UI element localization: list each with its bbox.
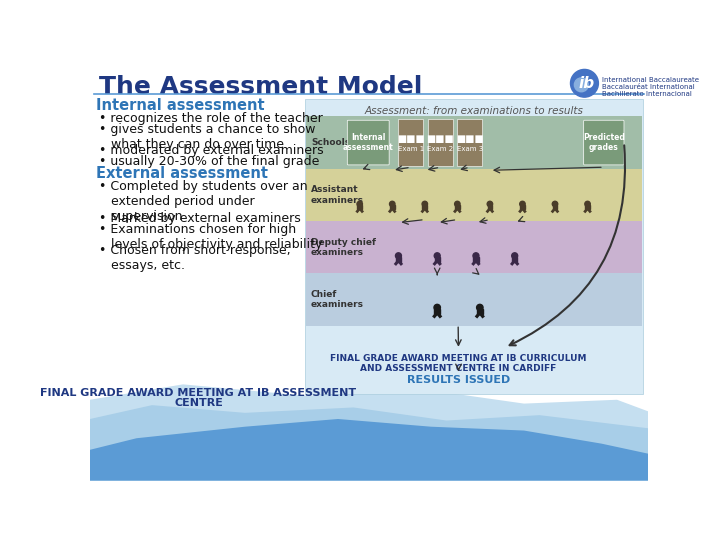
Circle shape	[585, 201, 590, 207]
Circle shape	[434, 305, 441, 310]
Circle shape	[422, 201, 428, 207]
Text: Internal assessment: Internal assessment	[96, 98, 265, 113]
Text: ib: ib	[579, 76, 595, 91]
Bar	[487, 205, 492, 210]
Bar	[435, 257, 440, 261]
Circle shape	[512, 253, 518, 259]
Text: External assessment: External assessment	[96, 166, 268, 181]
Bar	[512, 257, 517, 261]
FancyBboxPatch shape	[584, 120, 624, 165]
Circle shape	[357, 201, 362, 207]
Bar	[306, 168, 642, 221]
Text: • Chosen from short response,
   essays, etc.: • Chosen from short response, essays, et…	[99, 244, 291, 272]
Bar	[428, 119, 453, 166]
Text: Chief
examiners: Chief examiners	[311, 290, 364, 309]
Bar	[455, 205, 460, 210]
Circle shape	[552, 201, 558, 207]
Bar	[477, 309, 482, 314]
Text: • moderated by external examiners: • moderated by external examiners	[99, 144, 324, 157]
Polygon shape	[90, 384, 648, 481]
Text: Assessment: from examinations to results: Assessment: from examinations to results	[364, 106, 583, 116]
Text: Internal
assessment: Internal assessment	[343, 133, 394, 152]
Text: Deputy chief
examiners: Deputy chief examiners	[311, 238, 376, 257]
Bar	[305, 99, 642, 394]
Bar	[398, 119, 423, 166]
Circle shape	[473, 253, 479, 259]
Text: Predicted
grades: Predicted grades	[583, 133, 625, 152]
Polygon shape	[90, 419, 648, 481]
Bar	[306, 221, 642, 273]
Text: Exam 3: Exam 3	[456, 146, 483, 152]
Text: ■■■: ■■■	[397, 134, 425, 145]
Text: Exam 1: Exam 1	[397, 146, 424, 152]
Text: The Assessment Model: The Assessment Model	[99, 75, 423, 99]
Bar	[457, 119, 482, 166]
Bar	[357, 205, 362, 210]
Text: ■■■: ■■■	[456, 134, 484, 145]
Circle shape	[575, 78, 588, 92]
Bar	[306, 117, 642, 168]
Text: Schools: Schools	[311, 138, 350, 147]
Circle shape	[395, 253, 402, 259]
Text: ■■■: ■■■	[426, 134, 454, 145]
Bar	[306, 273, 642, 326]
Bar	[585, 205, 590, 210]
Circle shape	[520, 201, 525, 207]
Bar	[396, 257, 401, 261]
Bar	[423, 205, 427, 210]
Bar	[390, 205, 395, 210]
Text: RESULTS ISSUED: RESULTS ISSUED	[407, 375, 510, 385]
Text: • recognizes the role of the teacher: • recognizes the role of the teacher	[99, 112, 323, 125]
Text: Exam 2: Exam 2	[427, 146, 454, 152]
Text: International Baccalaureate
Baccalauréat International
Bachillerato Internaciona: International Baccalaureate Baccalauréat…	[601, 77, 698, 97]
Circle shape	[454, 201, 460, 207]
Text: CENTRE: CENTRE	[174, 398, 223, 408]
Text: Assistant
examiners: Assistant examiners	[311, 185, 364, 205]
Text: • usually 20-30% of the final grade: • usually 20-30% of the final grade	[99, 155, 320, 168]
FancyBboxPatch shape	[347, 120, 389, 165]
Circle shape	[477, 305, 483, 310]
Circle shape	[487, 201, 492, 207]
Bar	[520, 205, 525, 210]
Polygon shape	[90, 405, 648, 481]
Bar	[553, 205, 557, 210]
Text: FINAL GRADE AWARD MEETING AT IB ASSESSMENT: FINAL GRADE AWARD MEETING AT IB ASSESSME…	[40, 388, 356, 398]
Text: • Marked by external examiners: • Marked by external examiners	[99, 212, 301, 225]
Text: • gives students a chance to show
   what they can do over time: • gives students a chance to show what t…	[99, 123, 316, 151]
Text: • Completed by students over an
   extended period under
   supervision: • Completed by students over an extended…	[99, 179, 308, 222]
Bar	[473, 257, 479, 261]
Text: • Examinations chosen for high
   levels of objectivity and reliability: • Examinations chosen for high levels of…	[99, 222, 323, 251]
Circle shape	[434, 253, 440, 259]
Circle shape	[570, 70, 598, 97]
Text: FINAL GRADE AWARD MEETING AT IB CURRICULUM
AND ASSESSMENT CENTRE IN CARDIFF: FINAL GRADE AWARD MEETING AT IB CURRICUL…	[330, 354, 587, 373]
Circle shape	[390, 201, 395, 207]
Bar	[434, 309, 440, 314]
